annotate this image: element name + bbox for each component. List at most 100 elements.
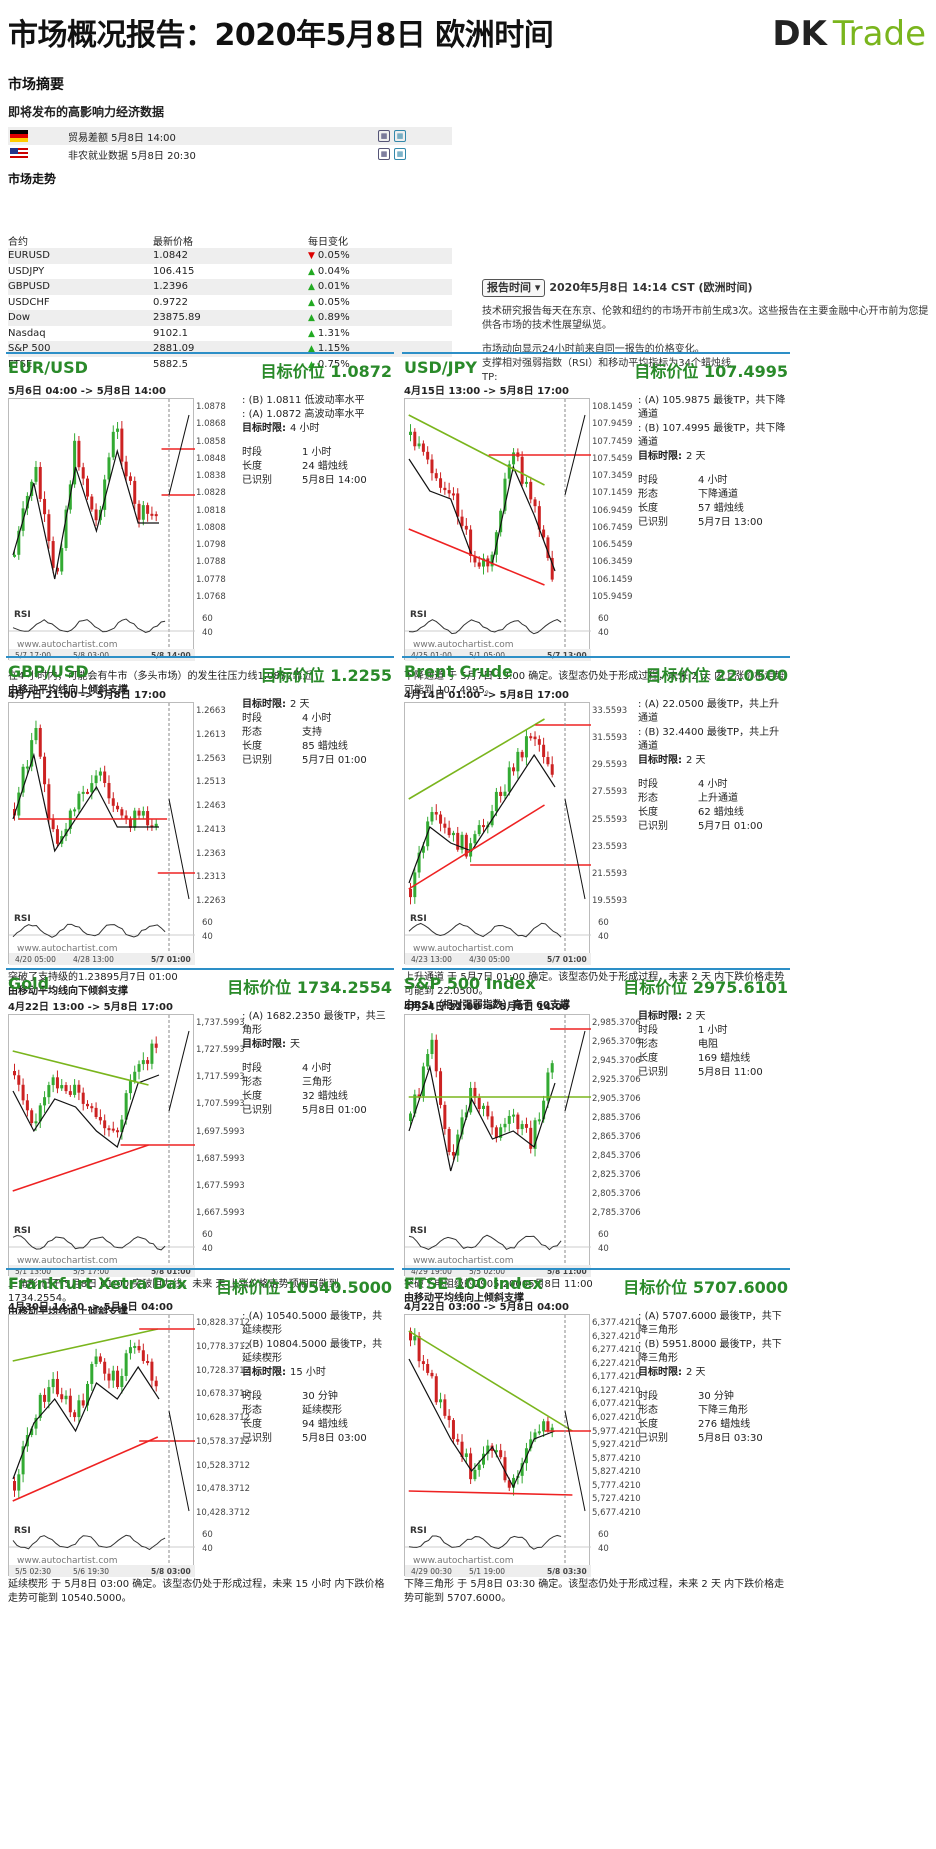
calendar-add-icon[interactable]: ▦ xyxy=(394,130,406,142)
time-range: 4月14日 01:00 -> 5月8日 17:00 xyxy=(404,690,569,701)
rsi-label: RSI xyxy=(410,914,427,924)
calendar-icon[interactable]: ▦ xyxy=(378,148,390,160)
axis-tick-label: 6,327.4210 xyxy=(592,1331,641,1342)
candle xyxy=(133,480,137,504)
candle xyxy=(512,767,516,772)
analysis-panel: FTSE 100 Index 目标价位 5707.6000 4月22日 03:0… xyxy=(402,1268,790,1604)
target-point-line: : (A) 10540.5000 最後TP，共延续楔形 xyxy=(242,1311,383,1336)
rsi-label: RSI xyxy=(410,1226,427,1236)
support-trend-line xyxy=(408,804,545,890)
info-key: 时段 xyxy=(242,1391,262,1402)
col-header: 每日变化 xyxy=(308,236,348,248)
info-value: 15 小时 xyxy=(290,1367,326,1378)
calendar-add-icon[interactable]: ▦ xyxy=(394,148,406,160)
date-tick-label: 5/5 02:00 xyxy=(469,1267,505,1276)
info-value: 下降通道 xyxy=(698,489,738,500)
report-paragraph: 市场动向显示24小时前来自同一报告的价格变化。 xyxy=(482,344,705,355)
candle xyxy=(477,825,481,835)
moving-average-line xyxy=(408,1358,556,1489)
change-cell: ▲ 0.01% xyxy=(308,281,350,293)
rsi-line xyxy=(408,1534,562,1550)
info-key: 已识别 xyxy=(638,821,668,832)
dk-trade-logo[interactable]: DK Trade xyxy=(772,14,926,54)
event-text: 非农就业数据 5月8日 20:30 xyxy=(68,150,196,162)
axis-tick-label: 106.9459 xyxy=(592,505,633,516)
candle xyxy=(51,1077,55,1086)
candle xyxy=(473,1087,477,1098)
axis-tick-label: 1.2613 xyxy=(196,729,226,740)
info-value: 276 蜡烛线 xyxy=(698,1419,751,1430)
info-value: 24 蜡烛线 xyxy=(302,461,348,472)
candle xyxy=(434,812,438,815)
candle xyxy=(464,525,468,530)
candle xyxy=(124,1353,128,1376)
calendar-icon[interactable]: ▦ xyxy=(378,130,390,142)
axis-tick-label: 1.0808 xyxy=(196,522,226,533)
candle xyxy=(537,506,541,530)
candle xyxy=(426,1364,430,1373)
instrument-name[interactable]: Frankfurt Xetra Dax xyxy=(8,1274,188,1293)
axis-tick-label: 10,628.3712 xyxy=(196,1413,251,1423)
moving-average-line xyxy=(12,1074,160,1148)
info-row: 形态 上升通道 xyxy=(638,792,788,806)
candle xyxy=(43,756,47,785)
axis-tick-label: 1,687.5993 xyxy=(196,1153,245,1164)
axis-tick-label: 1,737.5993 xyxy=(196,1018,245,1028)
rsi-line xyxy=(408,1234,562,1251)
report-time-button[interactable]: 报告时间 ▾ xyxy=(482,279,546,297)
target-point-line: : (A) 1682.2350 最後TP，共三角形 xyxy=(242,1011,386,1036)
info-value: 4 小时 xyxy=(698,475,728,486)
date-tick-label: 5/5 17:00 xyxy=(73,1267,109,1276)
candle xyxy=(47,514,51,542)
info-key: 形态 xyxy=(638,793,658,804)
candle xyxy=(17,1075,21,1085)
table-row: USDCHF 0.9722 ▲ 0.05% xyxy=(8,295,452,311)
logo-trade: Trade xyxy=(832,14,926,54)
table-row: EURUSD 1.0842 ▼ 0.05% xyxy=(8,248,452,264)
candle xyxy=(103,1120,107,1129)
instrument-name[interactable]: USD/JPY xyxy=(404,358,477,377)
axis-tick-label: 107.7459 xyxy=(592,436,633,447)
instrument-name[interactable]: S&P 500 Index xyxy=(404,974,536,993)
candle xyxy=(111,1128,115,1131)
support-trend-line xyxy=(12,1436,159,1502)
contract-name: S&P 500 xyxy=(8,343,51,355)
candle xyxy=(482,825,485,828)
axis-tick-label: 29.5593 xyxy=(592,760,628,771)
candle xyxy=(507,767,511,792)
candle xyxy=(17,792,21,816)
candle xyxy=(524,481,528,484)
moving-average-line xyxy=(12,1365,160,1480)
instrument-name[interactable]: FTSE 100 Index xyxy=(404,1274,543,1293)
candle xyxy=(94,1107,98,1118)
candle xyxy=(507,1115,511,1124)
candle xyxy=(439,814,443,824)
date-tick-label: 4/29 19:00 xyxy=(411,1267,452,1276)
info-row: 目标时限: 2 天 xyxy=(638,1010,788,1024)
info-row: 形态 下降三角形 xyxy=(638,1404,788,1418)
candle xyxy=(456,1439,460,1442)
candle xyxy=(499,510,503,533)
candle xyxy=(81,1092,85,1104)
instrument-name[interactable]: Gold xyxy=(8,974,50,993)
candle xyxy=(55,829,59,844)
candle xyxy=(477,1464,481,1470)
axis-tick-label: 6,027.4210 xyxy=(592,1413,641,1423)
instrument-name[interactable]: EUR/USD xyxy=(8,358,88,377)
candle xyxy=(482,558,485,567)
info-row: 长度 85 蜡烛线 xyxy=(242,740,392,754)
resistance-trend-line xyxy=(12,1050,149,1086)
info-row: 长度 57 蜡烛线 xyxy=(638,502,788,516)
instrument-name[interactable]: Brent Crude xyxy=(404,662,513,681)
instrument-name[interactable]: GBP/USD xyxy=(8,662,89,681)
candle xyxy=(116,428,120,432)
info-value: 支持 xyxy=(302,727,322,738)
info-key: 时段 xyxy=(242,1063,262,1074)
info-row: 已识别 5月8日 03:30 xyxy=(638,1432,788,1446)
target-price: 目标价位 1.0872 xyxy=(260,362,392,381)
candle xyxy=(30,1110,34,1124)
candle xyxy=(98,1356,102,1362)
candle xyxy=(430,1372,434,1377)
rsi-line xyxy=(12,618,166,633)
candle xyxy=(137,1064,141,1072)
